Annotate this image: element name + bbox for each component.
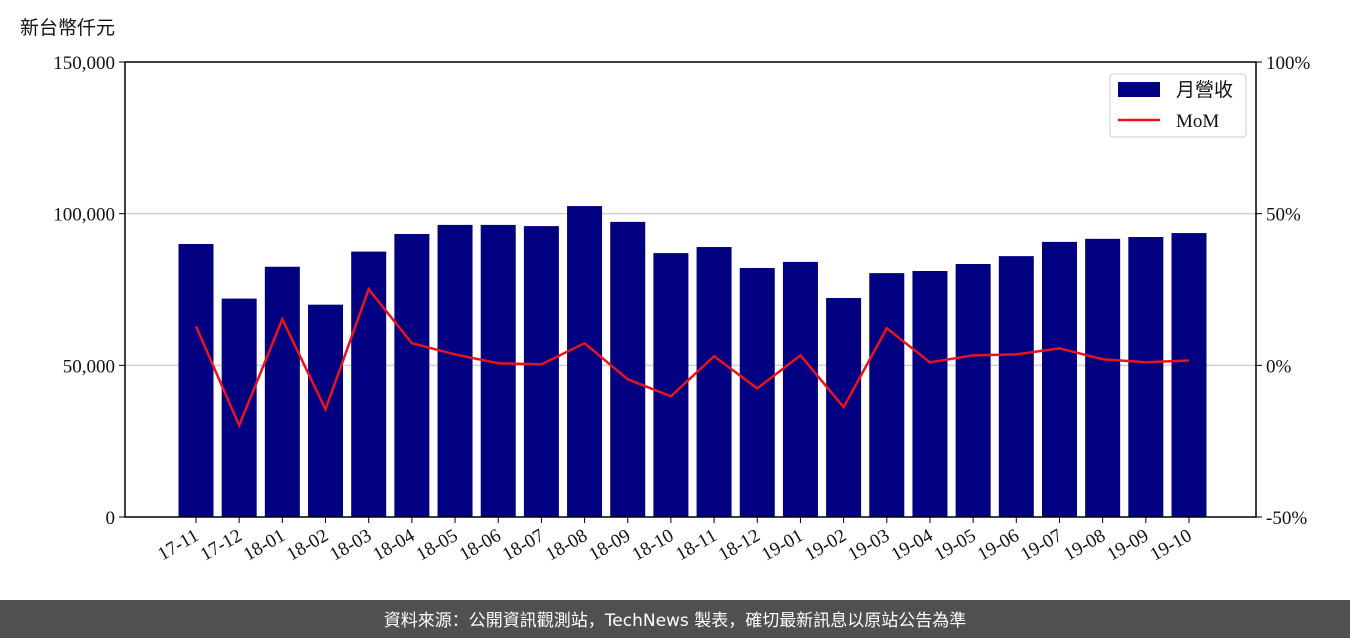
x-tick-label: 18-08 [542, 525, 591, 565]
x-tick-label: 18-03 [326, 525, 375, 565]
bar [955, 264, 991, 517]
footer-text: 資料來源：公開資訊觀測站，TechNews 製表，確切最新訊息以原站公告為準 [384, 611, 966, 631]
x-tick-label: 18-06 [456, 525, 505, 565]
y-tick-label: 0 [106, 508, 116, 529]
y2-tick-label: 0% [1266, 356, 1292, 377]
y-tick-label: 50,000 [63, 356, 115, 377]
bar [567, 206, 603, 518]
y-axis-label: 新台幣仟元 [20, 17, 115, 39]
bar [178, 244, 214, 517]
x-tick-label: 18-01 [240, 525, 289, 565]
bar [1041, 241, 1077, 518]
bar [221, 298, 257, 517]
x-tick-label: 19-07 [1017, 525, 1066, 565]
x-tick-label: 19-05 [931, 525, 980, 565]
bar [739, 267, 775, 517]
legend-swatch [1118, 82, 1160, 97]
footer-bar [0, 600, 1350, 638]
x-tick-label: 19-06 [974, 525, 1023, 565]
y2-tick-label: 50% [1266, 205, 1301, 226]
bar [1128, 237, 1164, 518]
x-tick-label: 18-11 [672, 525, 720, 565]
bar [782, 261, 818, 517]
bar [998, 256, 1034, 517]
bar [696, 247, 732, 518]
x-tick-label: 18-04 [369, 525, 418, 566]
bar [394, 233, 430, 518]
x-tick-label: 18-05 [413, 525, 462, 565]
x-tick-label: 19-09 [1103, 525, 1152, 565]
x-tick-label: 19-04 [888, 525, 937, 566]
bar [437, 224, 473, 517]
x-tick-label: 19-03 [844, 525, 893, 565]
x-tick-label: 18-02 [283, 525, 332, 565]
x-tick-label: 19-02 [801, 525, 850, 565]
bar [523, 226, 559, 517]
bar [912, 270, 948, 517]
x-tick-label: 19-01 [758, 525, 807, 565]
x-tick-label: 18-12 [715, 525, 764, 565]
bar [264, 266, 300, 517]
legend-label: MoM [1176, 111, 1219, 132]
y-tick-label: 100,000 [53, 205, 115, 226]
legend-label: 月營收 [1176, 79, 1233, 101]
x-tick-label: 18-07 [499, 525, 548, 565]
x-tick-label: 17-12 [197, 525, 246, 565]
line [194, 286, 1190, 429]
bar [351, 251, 387, 518]
x-tick-label: 19-08 [1060, 525, 1109, 565]
y2-tick-label: 100% [1266, 53, 1311, 74]
x-tick-label: 19-10 [1147, 525, 1196, 565]
y2-tick-label: -50% [1266, 508, 1307, 529]
bar [480, 224, 516, 517]
plot-frame [124, 61, 1257, 518]
x-tick-label: 18-10 [629, 525, 678, 565]
x-tick-label: 17-11 [154, 525, 202, 565]
bar [1171, 233, 1207, 517]
bar [869, 273, 905, 517]
x-tick-label: 18-09 [585, 525, 634, 565]
y-tick-label: 150,000 [53, 53, 115, 74]
bar [1085, 238, 1121, 518]
